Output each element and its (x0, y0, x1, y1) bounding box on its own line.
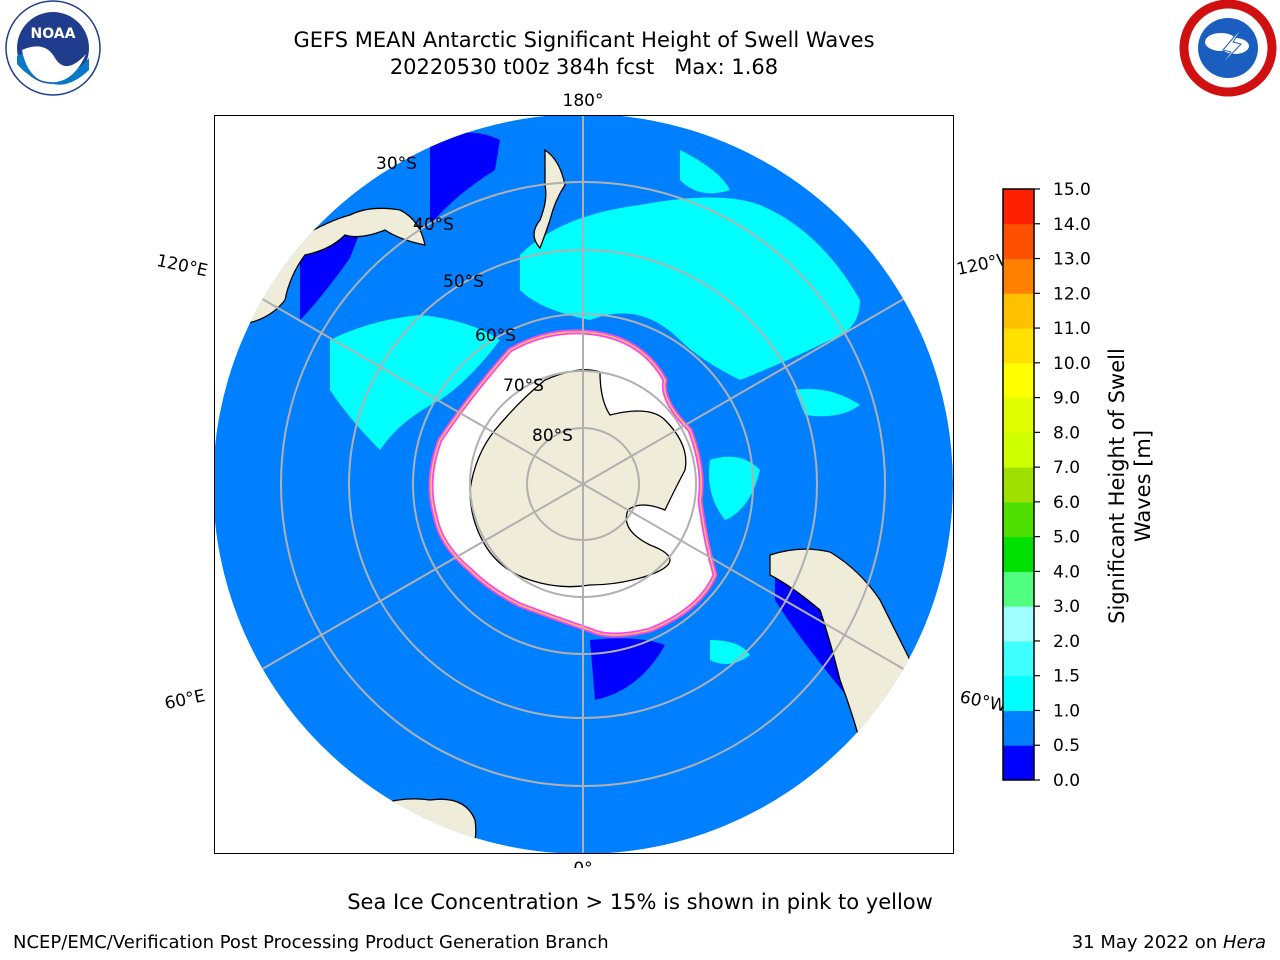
colorbar-segment (1003, 675, 1034, 711)
colorbar-tick-label: 4.0 (1053, 562, 1080, 582)
footer-branch: NCEP/EMC/Verification Post Processing Pr… (13, 932, 609, 953)
colorbar-tick-label: 6.0 (1053, 493, 1080, 513)
colorbar-tick-label: 5.0 (1053, 528, 1080, 548)
colorbar-segment (1003, 293, 1034, 329)
footer-date: 31 May 2022 on Hera (1072, 932, 1266, 953)
colorbar-segment (1003, 571, 1034, 607)
colorbar-tick-label: 3.0 (1053, 597, 1080, 617)
colorbar-tick-label: 9.0 (1053, 389, 1080, 409)
lon-label-0: 0° (573, 859, 592, 868)
lon-label-60e: 60°E (163, 686, 207, 714)
lat-label-60s: 60°S (475, 326, 516, 346)
colorbar-tick-label: 1.0 (1053, 701, 1080, 721)
colorbar-segment (1003, 328, 1034, 364)
colorbar-tick-label: 0.0 (1053, 771, 1080, 791)
colorbar: 0.0 0.5 1.0 1.5 2.0 3.0 4.0 5.0 6.0 7.0 8.0 9.0 10.0… (1002, 180, 1155, 791)
lon-label-120e: 120°E (155, 251, 210, 281)
swell-mid-region (795, 389, 860, 417)
colorbar-tick-label: 14.0 (1053, 215, 1091, 235)
swell-mid-region (330, 315, 500, 450)
colorbar-tick-label: 1.5 (1053, 667, 1080, 687)
colorbar-tick-label: 13.0 (1053, 250, 1091, 270)
footer-date-text: 31 May 2022 on (1071, 932, 1223, 953)
colorbar-tick-label: 8.0 (1053, 423, 1080, 443)
swell-mid-region (680, 150, 730, 194)
latitude-labels: 30°S 40°S 50°S 60°S 70°S 80°S (376, 154, 573, 446)
lat-label-50s: 50°S (443, 272, 484, 292)
sea-ice-note: Sea Ice Concentration > 15% is shown in … (347, 890, 933, 914)
lat-label-40s: 40°S (413, 215, 454, 235)
colorbar-segment (1003, 223, 1034, 260)
colorbar-segment (1003, 606, 1034, 642)
swell-mid-region (520, 197, 860, 380)
colorbar-tick-label: 10.0 (1053, 354, 1091, 374)
chart-title-line1: GEFS MEAN Antarctic Significant Height o… (293, 28, 875, 52)
colorbar-tick-label: 11.0 (1053, 319, 1091, 339)
lat-label-70s: 70°S (503, 376, 544, 396)
colorbar-segment (1003, 710, 1034, 746)
colorbar-segment (1003, 432, 1034, 468)
colorbar-segment (1003, 501, 1034, 538)
lon-label-180: 180° (563, 91, 604, 111)
chart-title-line2: 20220530 t00z 384h fcst Max: 1.68 (389, 55, 779, 79)
colorbar-tick-label: 2.0 (1053, 632, 1080, 652)
colorbar-segment (1003, 189, 1034, 225)
calm-patch (590, 638, 665, 700)
meridian-grid (214, 115, 953, 854)
colorbar-tick-label: 12.0 (1053, 284, 1091, 304)
colorbar-segment (1003, 536, 1034, 572)
colorbar-segment (1003, 362, 1034, 399)
noaa-logo-text: NOAA (31, 26, 76, 42)
nws-logo-icon (1179, 0, 1277, 97)
colorbar-tick-label: 7.0 (1053, 458, 1080, 478)
sea-ice-edge (430, 331, 716, 636)
footer-host: Hera (1222, 932, 1266, 953)
colorbar-label-line1: Significant Height of Swell (1105, 348, 1129, 624)
colorbar-segment (1003, 397, 1034, 433)
swell-mid-region (709, 456, 760, 520)
calm-patch (430, 132, 500, 225)
colorbar-frame (1002, 188, 1035, 781)
calm-patch (300, 232, 360, 320)
colorbar-segment (1003, 467, 1034, 503)
colorbar-segment (1003, 745, 1034, 781)
colorbar-segment (1003, 258, 1034, 294)
lat-label-30s: 30°S (376, 154, 417, 174)
lat-label-80s: 80°S (532, 426, 573, 446)
colorbar-label-line2: Waves [m] (1131, 430, 1155, 542)
colorbar-segment (1003, 640, 1034, 677)
noaa-logo-icon: NOAA (3, 0, 103, 98)
colorbar-tick-label: 15.0 (1053, 180, 1091, 200)
polar-map: 30°S 40°S 50°S 60°S 70°S 80°S 180° 0° (214, 91, 954, 868)
colorbar-tick-label: 0.5 (1053, 736, 1080, 756)
